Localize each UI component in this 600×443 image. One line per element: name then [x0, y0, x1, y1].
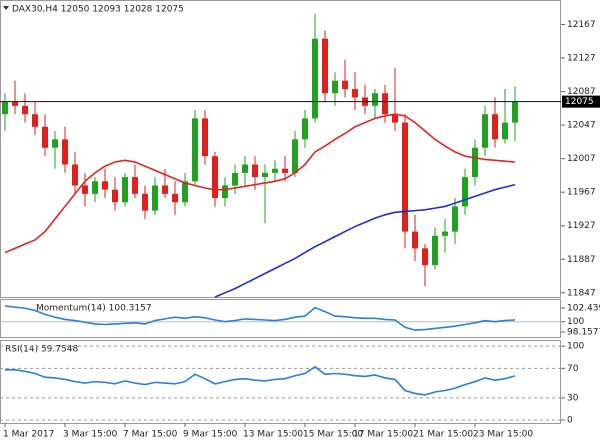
x-tick-label: 15 Mar 15:00	[303, 430, 363, 440]
candle-body	[352, 89, 358, 98]
x-tick-label: 1 Mar 2017	[3, 430, 54, 440]
y-tick-label: 100	[567, 342, 584, 352]
y-tick-label: 11927	[567, 221, 596, 231]
candle-body	[72, 164, 78, 186]
x-tick-label: 3 Mar 15:00	[63, 430, 118, 440]
candle-body	[392, 114, 398, 123]
candle-body	[132, 177, 138, 194]
chart-title: DAX30,H4 12050 12093 12028 12075	[12, 5, 184, 15]
y-tick-label: 11887	[567, 255, 596, 265]
candle-body	[2, 101, 8, 115]
candle-body	[142, 193, 148, 211]
candle-body	[162, 185, 168, 194]
candle-body	[102, 181, 108, 190]
y-tick-label: 12127	[567, 54, 596, 64]
candle-body	[482, 114, 488, 148]
last-price-box	[562, 95, 600, 108]
candle-body	[22, 105, 28, 115]
menu-arrow	[3, 6, 9, 10]
x-tick-label: 9 Mar 15:00	[183, 430, 238, 440]
candle-body	[62, 139, 68, 165]
candle-body	[292, 139, 298, 173]
candle-body	[52, 139, 58, 148]
candle-body	[382, 93, 388, 115]
candle-body	[42, 126, 48, 148]
rsi-title: RSI(14) 59.7548	[5, 345, 78, 355]
candle-body	[242, 164, 248, 173]
x-tick-label: 7 Mar 15:00	[123, 430, 178, 440]
x-tick-label: 17 Mar 15:00	[353, 430, 413, 440]
candle-body	[222, 185, 228, 199]
candle-body	[342, 80, 348, 90]
x-tick-label: 23 Mar 15:00	[473, 430, 533, 440]
y-tick-label: 12087	[567, 87, 596, 97]
candle-body	[452, 206, 458, 232]
y-tick-label: 11967	[567, 188, 596, 198]
candle-body	[322, 38, 328, 94]
candle-body	[442, 231, 448, 236]
candle-body	[372, 93, 378, 106]
candle-body	[172, 193, 178, 203]
y-tick-label: 12007	[567, 154, 596, 164]
y-tick-label: 12167	[567, 20, 596, 30]
candle-body	[202, 118, 208, 157]
candle-body	[412, 231, 418, 249]
x-tick-label: 21 Mar 15:00	[413, 430, 473, 440]
candle-body	[332, 80, 338, 94]
candle-body	[192, 118, 198, 182]
y-tick-label: 98.1577	[567, 328, 600, 338]
candle-body	[82, 185, 88, 194]
last-price-label: 12075	[565, 97, 594, 107]
candle-body	[302, 118, 308, 140]
candle-body	[232, 172, 238, 186]
candle-body	[422, 248, 428, 266]
momentum-title: Momentum(14) 100.3157	[36, 304, 152, 314]
moving-average	[4, 113, 516, 254]
y-tick-label: 11847	[567, 288, 596, 298]
y-tick-label: 0	[567, 416, 573, 426]
indicator-line	[5, 365, 516, 396]
y-tick-label: 100	[567, 317, 584, 327]
x-tick-label: 13 Mar 15:00	[243, 430, 303, 440]
y-tick-label: 30	[567, 393, 579, 403]
candle-body	[502, 122, 508, 140]
candle-body	[112, 189, 118, 203]
candle-body	[492, 114, 498, 140]
candle-body	[282, 168, 288, 173]
candle-body	[252, 164, 258, 178]
candle-body	[512, 101, 518, 123]
candle-body	[182, 181, 188, 203]
candle-body	[212, 156, 218, 199]
candle-body	[432, 235, 438, 266]
moving-average	[214, 183, 516, 298]
indicator-line	[4, 305, 516, 331]
main-frame	[0, 0, 561, 298]
candle-body	[122, 177, 128, 203]
candle-body	[272, 168, 278, 173]
candle-body	[12, 101, 18, 106]
candle-body	[472, 147, 478, 178]
candle-body	[32, 114, 38, 127]
y-tick-label: 70	[567, 364, 579, 374]
y-tick-label: 12047	[567, 121, 596, 131]
candle-body	[92, 181, 98, 194]
candle-body	[152, 185, 158, 211]
rsi-frame	[0, 340, 561, 424]
candle-body	[402, 122, 408, 232]
y-tick-label: 102.4392	[567, 304, 600, 314]
candle-body	[462, 177, 468, 207]
candle-body	[312, 38, 318, 119]
momentum-frame	[0, 299, 561, 338]
candle-body	[262, 172, 268, 178]
